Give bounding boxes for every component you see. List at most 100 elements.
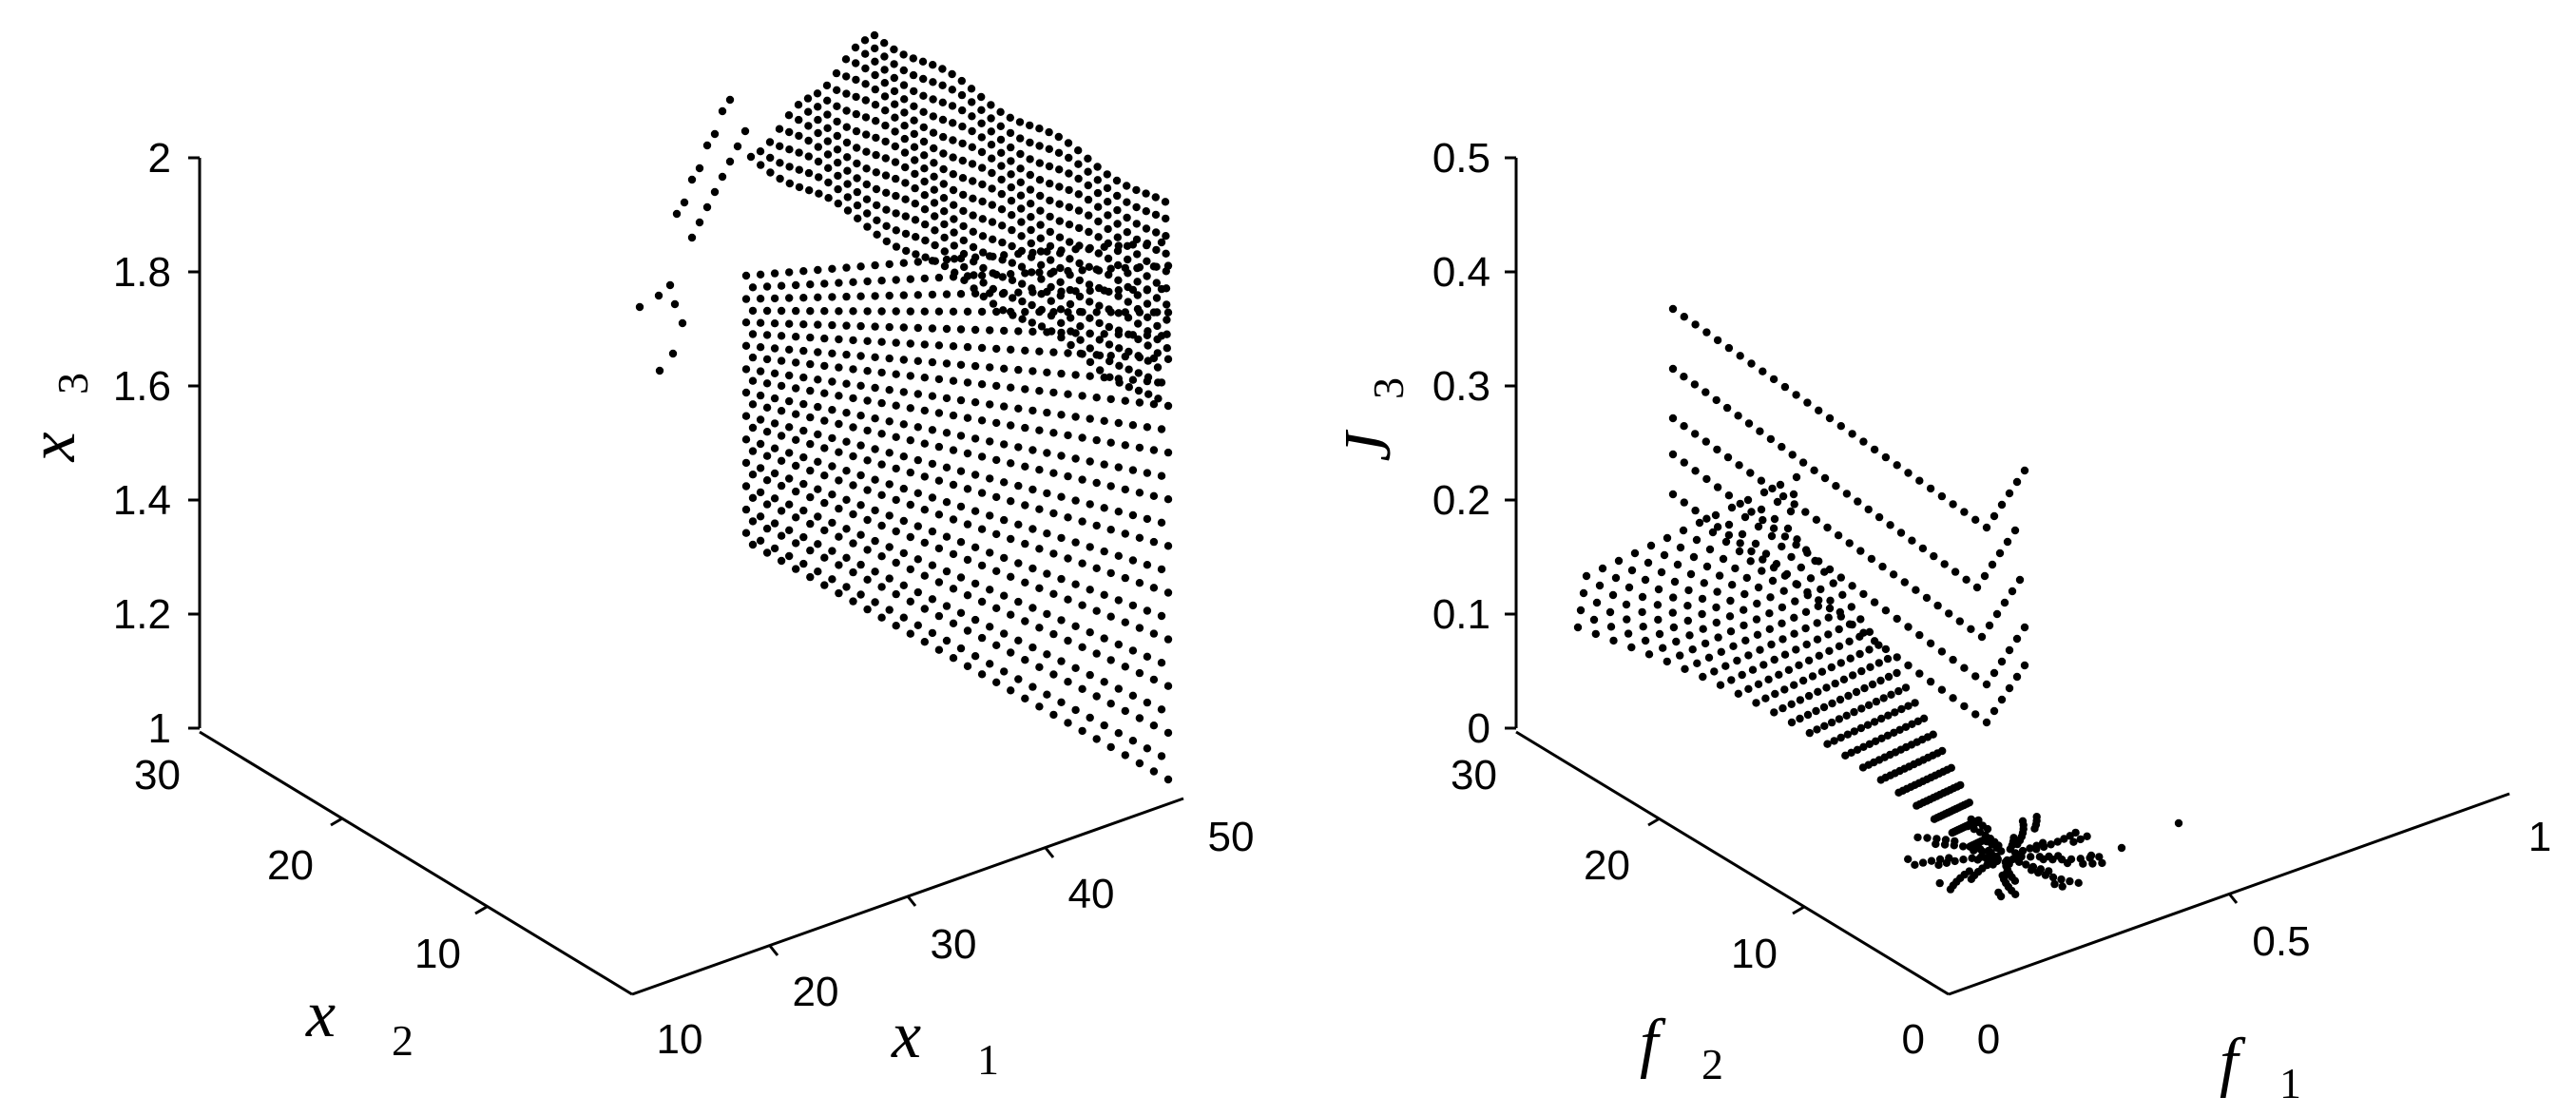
pareto-front-point: [1702, 328, 1711, 337]
pareto-set-point: [828, 433, 836, 443]
pareto-front-point: [1870, 637, 1879, 645]
pareto-set-point: [785, 268, 794, 277]
pareto-set-point: [1125, 330, 1133, 338]
pareto-set-point: [852, 126, 861, 136]
pareto-set-point: [1017, 232, 1026, 241]
pareto-set-point: [1021, 269, 1029, 278]
pareto-front-point: [1724, 343, 1734, 353]
pareto-set-point: [820, 553, 829, 562]
pareto-set-point: [1071, 371, 1080, 379]
pareto-set-point: [863, 396, 872, 405]
pareto-set-point: [1142, 207, 1151, 216]
pareto-set-point: [1071, 496, 1080, 505]
pareto-front-point: [1817, 667, 1827, 676]
pareto-front-point: [1871, 737, 1880, 745]
pareto-front-plot: 0.5 0.4 0.3 0.2 0.1 0 30 20 10 0 0 0.5 1…: [1332, 135, 2551, 1107]
pareto-set-point: [1074, 174, 1083, 183]
pareto-set-point: [1071, 580, 1080, 588]
pareto-front-point: [1764, 675, 1773, 683]
pareto-set-point: [770, 344, 779, 353]
pareto-set-point: [1067, 327, 1075, 336]
pareto-front-point: [1726, 627, 1736, 636]
pareto-set-point: [1046, 227, 1055, 237]
pareto-set-point: [1092, 606, 1101, 615]
pareto-set-point: [1128, 737, 1138, 745]
pareto-front-point: [2001, 857, 2009, 867]
pareto-front-point: [2020, 623, 2029, 632]
pareto-set-point: [702, 202, 712, 212]
pareto-set-point: [992, 678, 1001, 686]
pareto-front-point: [1722, 403, 1732, 413]
pareto-front-point: [1983, 824, 1992, 834]
pareto-front-point: [1756, 427, 1764, 435]
pareto-set-point: [930, 144, 938, 153]
pareto-set-point: [988, 184, 996, 193]
pareto-set-point: [748, 540, 758, 549]
pareto-set-point: [1142, 224, 1151, 233]
pareto-set-point: [1064, 139, 1073, 147]
pareto-set-point: [1086, 414, 1094, 423]
pareto-set-point: [748, 330, 758, 338]
pareto-front-point: [1579, 588, 1588, 598]
pareto-set-point: [977, 633, 987, 643]
pareto-front-point: [1982, 718, 1991, 727]
pareto-set-point: [1014, 327, 1023, 336]
pareto-set-point: [988, 168, 996, 178]
svg-text:x: x: [891, 999, 921, 1072]
pareto-set-point: [930, 172, 938, 181]
pareto-front-point: [1959, 856, 1968, 864]
pareto-set-point: [880, 52, 889, 61]
pareto-set-point: [977, 525, 987, 533]
pareto-set-point: [785, 526, 794, 534]
pareto-set-point: [1049, 710, 1058, 720]
pareto-front-point: [1870, 598, 1879, 606]
pareto-set-point: [1048, 327, 1056, 336]
pareto-set-point: [992, 307, 1001, 317]
pareto-set-point: [853, 187, 861, 197]
pareto-set-point: [1125, 365, 1133, 374]
pareto-front-point: [1609, 636, 1618, 645]
pareto-set-point: [1014, 520, 1023, 529]
pareto-set-point: [833, 86, 841, 95]
pareto-set-point: [1149, 491, 1159, 500]
pareto-front-point: [1710, 667, 1719, 676]
pareto-front-point: [1935, 878, 1944, 888]
pareto-set-point: [890, 87, 899, 96]
pareto-set-point: [977, 119, 986, 127]
pareto-set-point: [1057, 616, 1066, 625]
pareto-set-point: [770, 419, 779, 428]
pareto-front-point: [1912, 586, 1920, 594]
pareto-set-point: [1057, 318, 1066, 327]
pareto-set-point: [971, 507, 980, 515]
pareto-set-point: [842, 467, 851, 475]
y-axis-ticks: 30 20 10: [134, 752, 488, 977]
pareto-set-point: [1092, 692, 1101, 701]
x-tick-label: 20: [793, 969, 839, 1015]
pareto-set-point: [1009, 294, 1017, 302]
pareto-front-point: [1938, 746, 1947, 756]
pareto-set-point: [828, 349, 836, 357]
pareto-front-point: [1716, 681, 1725, 689]
pareto-set-point: [871, 322, 879, 331]
pareto-front-point: [1622, 600, 1631, 609]
pareto-set-point: [1123, 213, 1131, 222]
pareto-set-point: [1043, 690, 1051, 699]
pareto-set-point: [863, 575, 872, 584]
pareto-front-point: [1796, 714, 1804, 723]
pareto-set-point: [814, 485, 822, 493]
pareto-set-point: [1134, 386, 1144, 395]
pareto-set-point: [977, 452, 987, 461]
pareto-set-point: [1071, 622, 1080, 630]
pareto-set-point: [872, 184, 881, 194]
pareto-set-point: [979, 279, 988, 287]
pareto-set-point: [1078, 684, 1086, 693]
pareto-set-point: [1000, 402, 1009, 411]
pareto-set-point: [806, 519, 815, 529]
pareto-set-point: [911, 156, 919, 164]
pareto-set-point: [913, 489, 922, 497]
pareto-front-point: [1726, 596, 1735, 606]
pareto-front-point: [1997, 695, 2007, 704]
pareto-set-point: [949, 619, 958, 627]
pareto-set-point: [934, 510, 944, 519]
pareto-set-point: [835, 448, 843, 456]
